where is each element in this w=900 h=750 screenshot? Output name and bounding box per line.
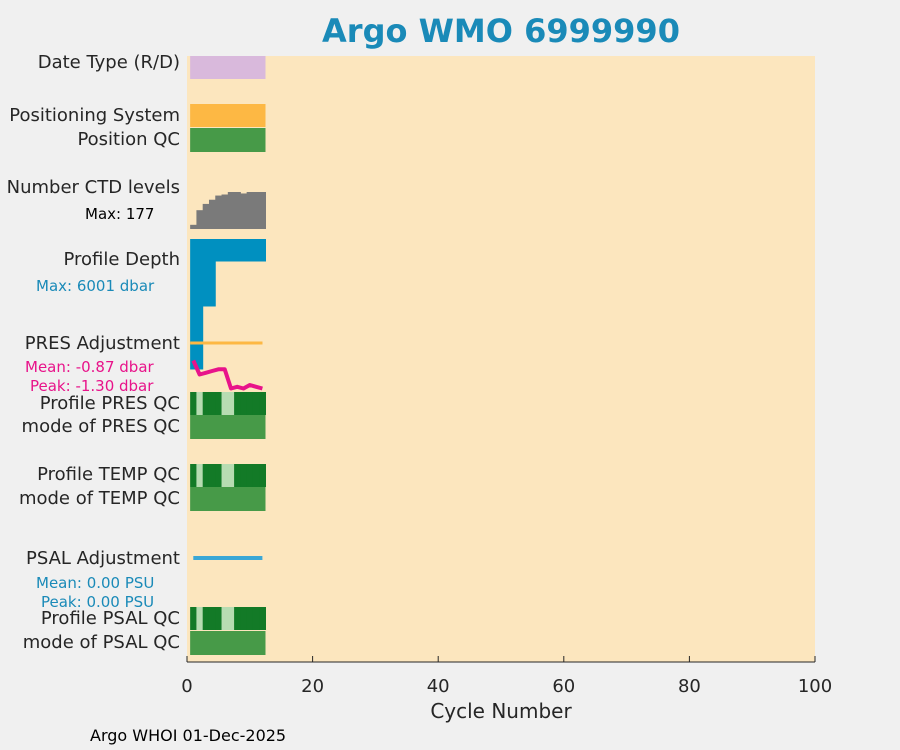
x-tick-label: 100: [798, 676, 832, 697]
ctd-levels-bar: [208, 199, 216, 229]
ctd-levels-bar: [252, 192, 260, 229]
ctd-levels-bar: [234, 192, 241, 229]
mode-temp-qc-bar: [190, 487, 266, 511]
pres-adjustment-mean: Mean: -0.87 dbar: [25, 358, 154, 376]
label-date-type: Date Type (R/D): [37, 52, 180, 73]
profile-pres-qc-cell: [259, 392, 266, 415]
profile-temp-qc-cell: [190, 464, 197, 487]
profile-pres-qc-cell: [240, 392, 248, 415]
profile-depth-bar: [234, 239, 241, 262]
profile-psal-qc-cell: [252, 607, 260, 630]
x-tick-label: 60: [552, 676, 575, 697]
label-profile-psal-qc: Profile PSAL QC: [40, 608, 180, 629]
x-ticks: 0 20 40 60 80 100: [181, 656, 832, 697]
profile-temp-qc-cell: [196, 464, 204, 487]
profile-temp-qc-cell: [252, 464, 260, 487]
profile-temp-qc-cell: [208, 464, 216, 487]
ctd-levels-bar: [202, 203, 210, 229]
label-mode-temp-qc: mode of TEMP QC: [18, 488, 180, 509]
profile-temp-qc-cell: [240, 464, 248, 487]
chart-title: Argo WMO 6999990: [322, 12, 680, 50]
pres-adjustment-line: [191, 359, 263, 391]
profile-temp-qc-cell: [234, 464, 241, 487]
label-mode-psal-qc: mode of PSAL QC: [22, 632, 180, 653]
label-psal-adjustment: PSAL Adjustment: [25, 548, 180, 569]
plot-background: [187, 56, 815, 662]
profile-depth-bar: [202, 239, 210, 307]
psal-adjustment-peak: Peak: 0.00 PSU: [41, 593, 155, 611]
x-tick-label: 40: [427, 676, 450, 697]
profile-pres-qc-cell: [196, 392, 204, 415]
profile-depth-max: Max: 6001 dbar: [36, 277, 155, 295]
label-profile-pres-qc: Profile PRES QC: [39, 393, 180, 414]
profile-pres-qc-cell: [234, 392, 241, 415]
label-positioning-system: Positioning System: [9, 105, 180, 126]
profile-pres-qc-cell: [215, 392, 223, 415]
ctd-levels-max: Max: 177: [85, 205, 155, 223]
profile-depth-bar: [252, 239, 260, 262]
ctd-levels-bar: [215, 195, 223, 229]
profile-psal-qc-cell: [190, 607, 197, 630]
profile-depth-bar: [227, 239, 235, 262]
profile-temp-qc-cell: [202, 464, 210, 487]
profile-psal-qc-cell: [227, 607, 235, 630]
pres-adjustment-peak: Peak: -1.30 dbar: [30, 377, 154, 395]
profile-temp-qc-cell: [246, 464, 254, 487]
ctd-levels-bar: [190, 224, 197, 229]
profile-depth-bar: [196, 239, 204, 370]
profile-pres-qc-cell: [202, 392, 210, 415]
profile-depth-bar: [246, 239, 254, 262]
profile-psal-qc-cell: [202, 607, 210, 630]
x-tick-label: 0: [181, 676, 192, 697]
profile-psal-qc-cell: [208, 607, 216, 630]
profile-psal-qc-cell: [196, 607, 204, 630]
mode-psal-qc-bar: [190, 631, 266, 655]
ctd-levels-bar: [227, 192, 235, 229]
profile-pres-qc-cell: [208, 392, 216, 415]
label-mode-pres-qc: mode of PRES QC: [21, 416, 180, 437]
x-axis-label: Cycle Number: [430, 699, 572, 723]
positioning-system-bar: [190, 104, 266, 127]
ctd-levels-bar: [259, 192, 266, 229]
label-ctd-levels: Number CTD levels: [6, 177, 180, 198]
position-qc-bar: [190, 128, 266, 152]
label-profile-depth: Profile Depth: [63, 249, 180, 270]
profile-psal-qc-cell: [215, 607, 223, 630]
profile-psal-qc-cell: [221, 607, 229, 630]
x-tick-label: 80: [678, 676, 701, 697]
label-profile-temp-qc: Profile TEMP QC: [37, 464, 180, 485]
profile-psal-qc-cell: [259, 607, 266, 630]
profile-depth-bar: [190, 239, 197, 370]
ctd-levels-bar: [240, 193, 248, 229]
profile-temp-qc-cell: [227, 464, 235, 487]
profile-temp-qc-cell: [215, 464, 223, 487]
profile-temp-qc-cell: [221, 464, 229, 487]
profile-pres-qc-cell: [221, 392, 229, 415]
x-tick-label: 20: [301, 676, 324, 697]
ctd-levels-bar: [196, 210, 204, 229]
label-position-qc: Position QC: [77, 129, 180, 150]
profile-pres-qc-cell: [252, 392, 260, 415]
profile-psal-qc-cell: [234, 607, 241, 630]
profile-psal-qc-cell: [246, 607, 254, 630]
profile-depth-bar: [221, 239, 229, 262]
mode-pres-qc-bar: [190, 415, 266, 439]
profile-temp-qc-cell: [259, 464, 266, 487]
chart-marks: [190, 56, 266, 655]
profile-depth-bar: [259, 239, 266, 262]
date-type-bar: [190, 56, 266, 79]
profile-depth-bar: [208, 239, 216, 307]
footer-text: Argo WHOI 01-Dec-2025: [90, 726, 287, 745]
ctd-levels-bar: [246, 192, 254, 229]
label-pres-adjustment: PRES Adjustment: [24, 333, 180, 354]
psal-adjustment-mean: Mean: 0.00 PSU: [36, 574, 155, 592]
profile-pres-qc-cell: [227, 392, 235, 415]
profile-pres-qc-cell: [190, 392, 197, 415]
profile-psal-qc-cell: [240, 607, 248, 630]
ctd-levels-bar: [221, 194, 229, 229]
profile-depth-bar: [240, 239, 248, 262]
profile-pres-qc-cell: [246, 392, 254, 415]
profile-depth-bar: [215, 239, 223, 262]
